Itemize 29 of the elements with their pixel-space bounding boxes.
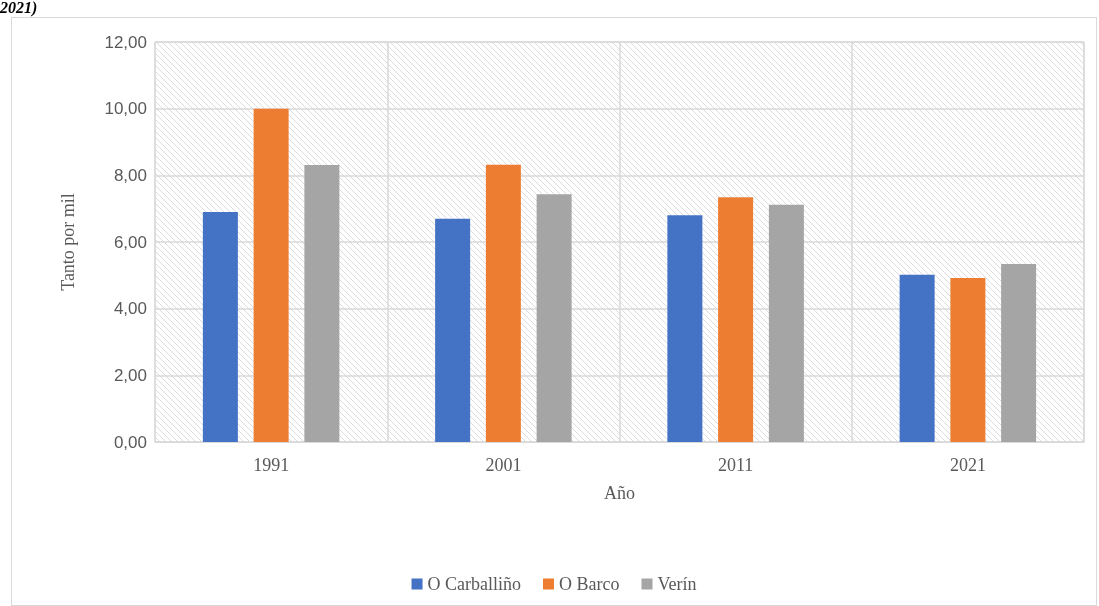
x-tick-label: 2011 (717, 455, 754, 475)
bar (667, 215, 703, 442)
bar (536, 194, 572, 442)
y-tick-label: 0,00 (113, 432, 147, 452)
y-tick-label: 12,00 (104, 32, 147, 52)
y-tick-label: 4,00 (113, 299, 147, 319)
bar (768, 204, 804, 442)
x-axis-title: Año (604, 483, 635, 503)
x-tick-label: 1991 (253, 455, 290, 475)
y-tick-label: 10,00 (104, 99, 147, 119)
x-tick-label: 2001 (485, 455, 522, 475)
bar (202, 212, 238, 442)
legend-label: O Carballiño (427, 574, 522, 594)
bar (253, 108, 289, 442)
legend-label: Verín (657, 574, 697, 594)
bar (304, 165, 340, 442)
bar (899, 274, 935, 442)
legend-label: O Barco (559, 574, 620, 594)
y-tick-label: 6,00 (113, 232, 147, 252)
bar (1001, 264, 1037, 442)
y-axis-title: Tanto por mil (58, 193, 78, 291)
x-tick-label: 2021 (949, 455, 986, 475)
y-tick-label: 2,00 (113, 365, 147, 385)
bar (485, 164, 521, 442)
bar (435, 218, 471, 442)
bar (718, 197, 754, 442)
text: 2021) (0, 0, 38, 16)
bar (950, 278, 986, 442)
y-tick-label: 8,00 (113, 165, 147, 185)
